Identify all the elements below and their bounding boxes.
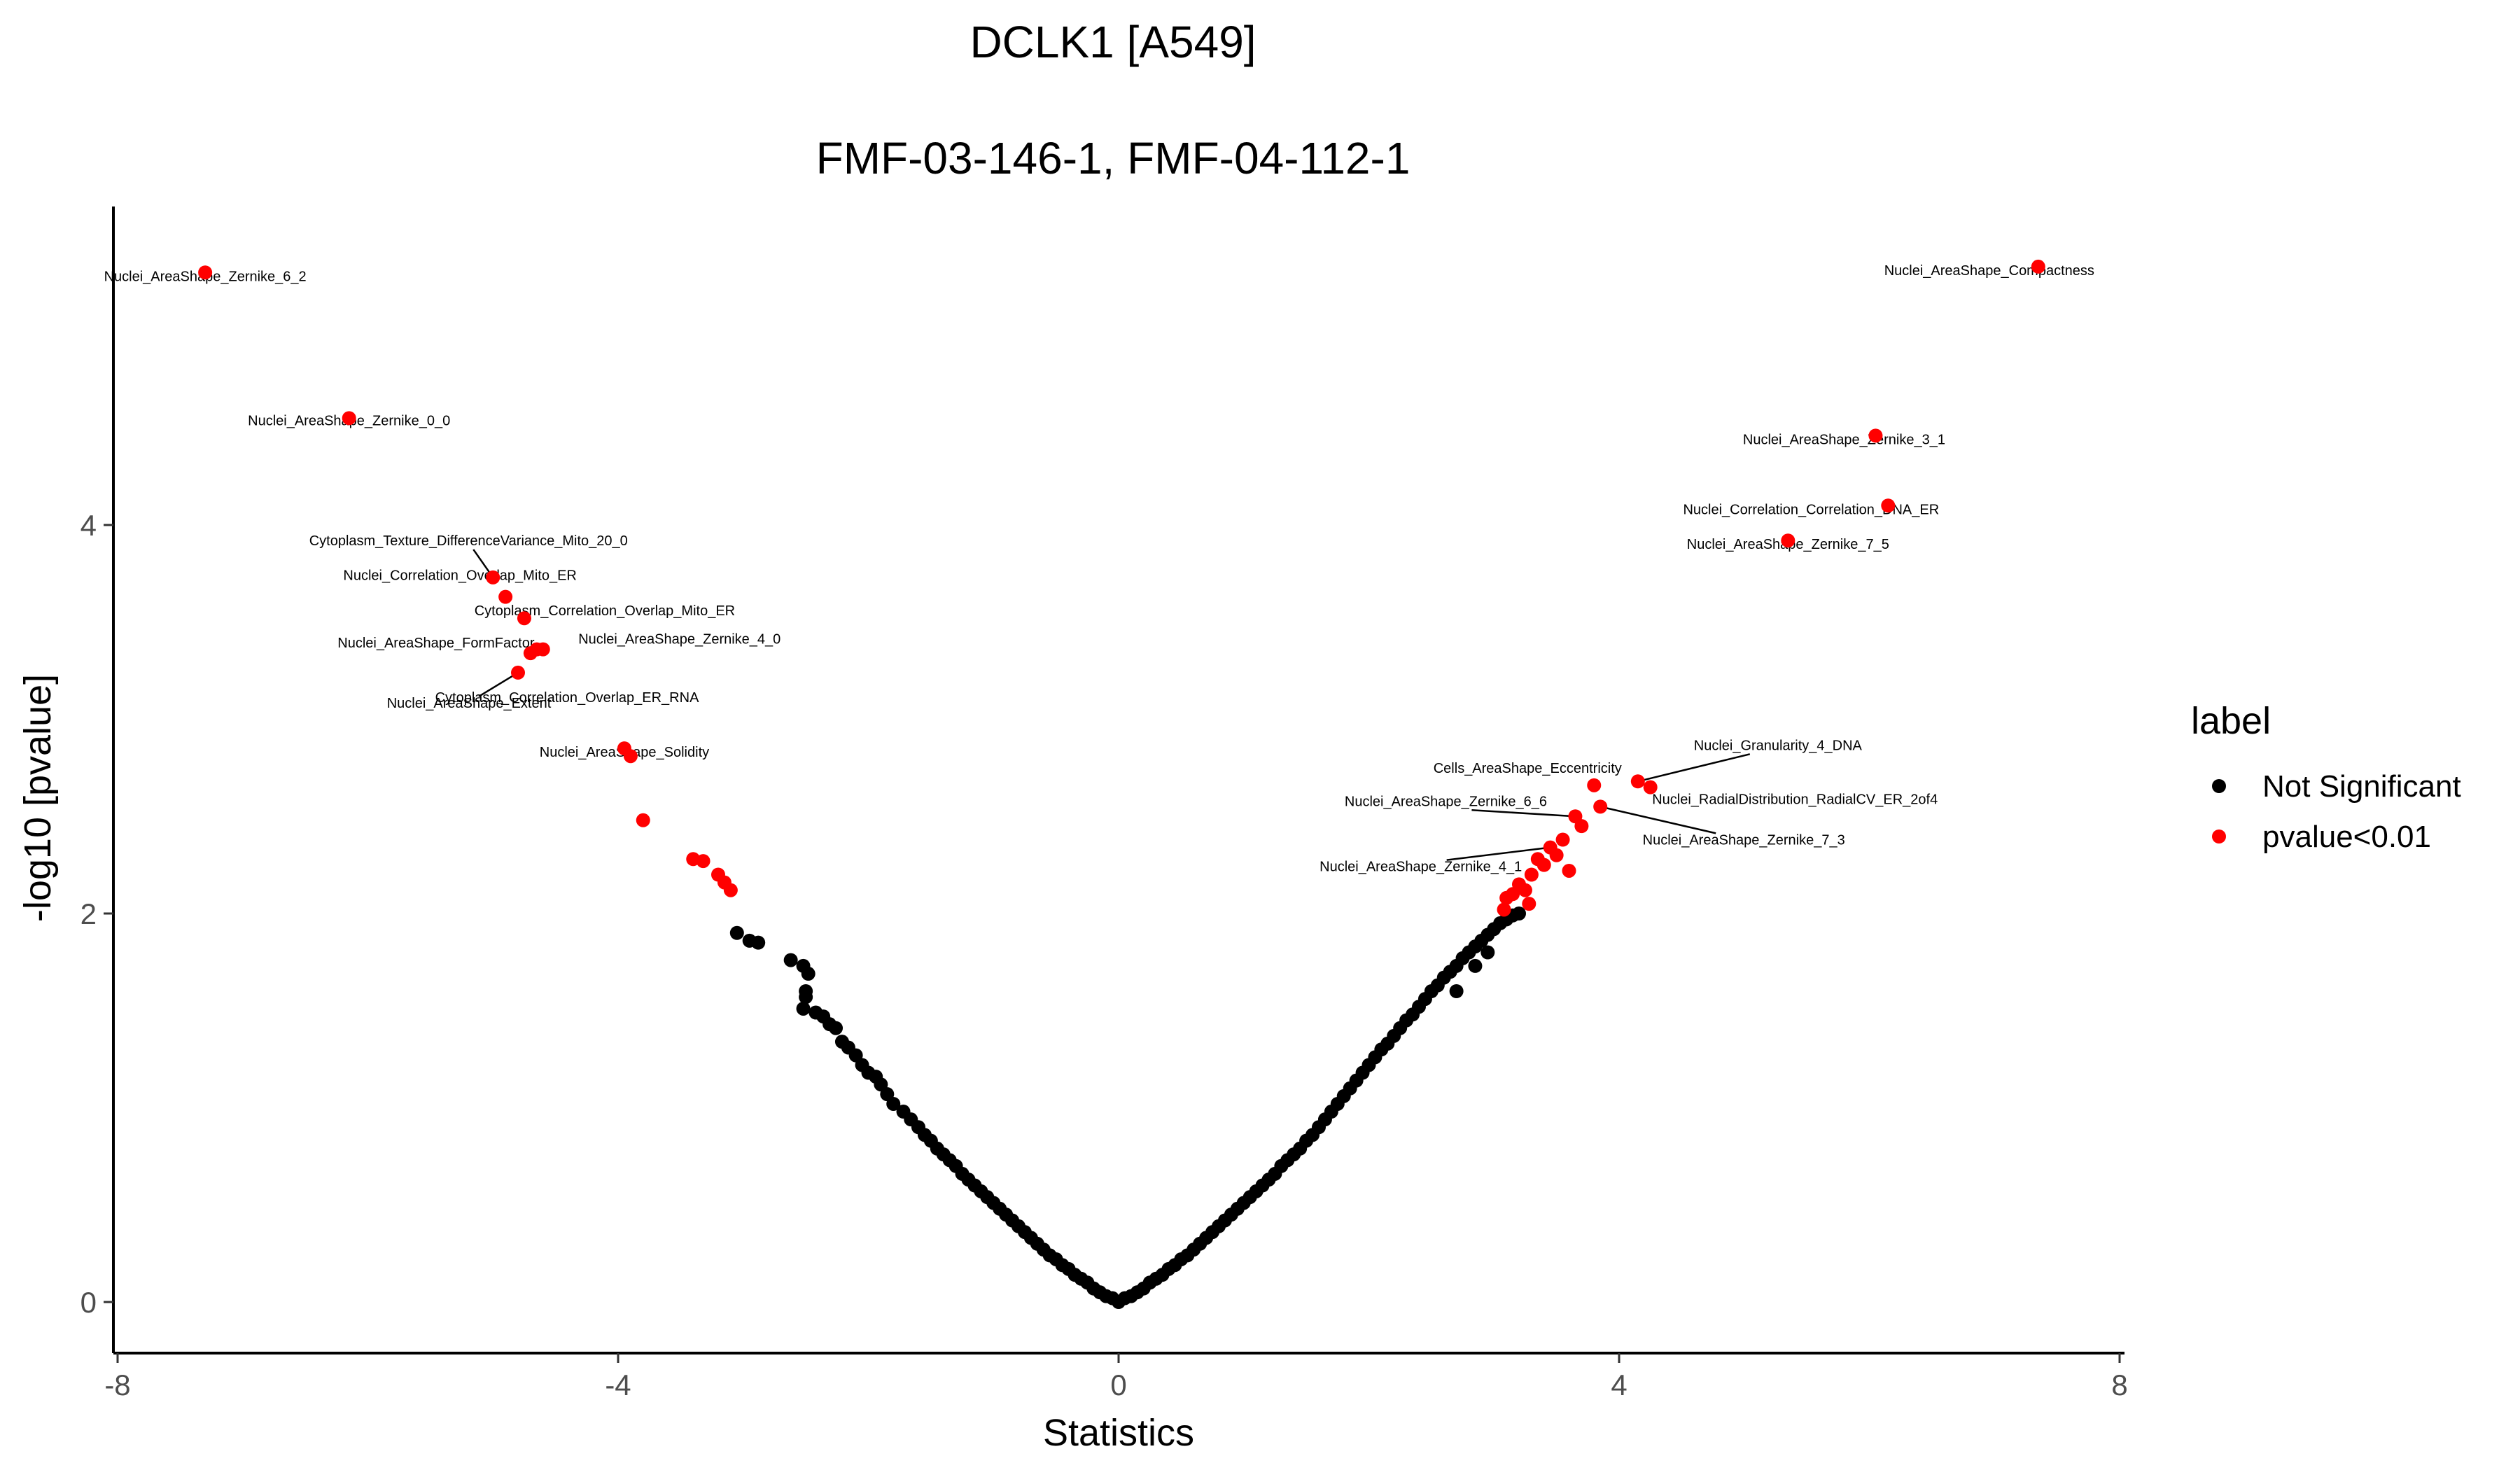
point-label: Nuclei_AreaShape_Extent [387,696,552,711]
not-significant-point [799,990,813,1004]
point-label: Cytoplasm_Correlation_Overlap_ER_RNA [435,690,699,706]
significant-point [198,265,213,280]
chart-subtitle: FMF-03-146-1, FMF-04-112-1 [816,133,1410,183]
x-tick-label: 8 [2111,1368,2127,1401]
significant-point [1497,902,1511,917]
legend-title: label [2191,700,2271,742]
annotation-leader-line [478,671,519,697]
not-significant-point [1480,945,1495,960]
legend: label Not Significant pvalue<0.01 [2191,700,2461,854]
y-axis-title: -log10 [pvalue] [17,674,59,922]
point-label: Nuclei_Correlation_Overlap_Mito_ER [343,568,577,584]
not-significant-point [1512,906,1526,920]
significant-point [486,570,500,584]
x-axis-ticks: -8 -4 0 4 8 [104,1353,2128,1401]
point-label: Cytoplasm_Correlation_Overlap_Mito_ER [475,603,735,619]
significant-point [1630,774,1645,789]
x-tick-label: -4 [605,1368,631,1401]
significant-point [1555,832,1570,847]
point-label: Nuclei_AreaShape_FormFactor [337,636,535,651]
significant-point [517,611,531,626]
annotation-leader-line [1600,806,1716,834]
point-label: Nuclei_AreaShape_Zernike_4_1 [1320,860,1522,875]
significant-point [1868,428,1883,443]
point-label: Nuclei_AreaShape_Zernike_6_6 [1345,794,1547,809]
point-label: Nuclei_AreaShape_Zernike_4_0 [578,632,780,648]
significant-point [1587,778,1602,792]
significant-point [1593,799,1608,814]
legend-marker-significant [2212,830,2226,844]
significant-point [2031,259,2045,274]
significant-point [536,642,550,657]
significant-point [696,854,710,869]
y-axis-ticks: 0 2 4 [80,509,113,1319]
chart-title: DCLK1 [A549] [969,17,1256,67]
annotation-leader-line [1637,753,1751,783]
significant-point [1643,780,1658,794]
significant-point [1524,867,1539,882]
significant-point [511,665,525,680]
significant-point [523,646,538,661]
point-label: Nuclei_AreaShape_Compactness [1884,263,2094,279]
point-label: Nuclei_AreaShape_Zernike_3_1 [1743,432,1945,447]
not-significant-point [886,1096,901,1111]
not-significant-point [1468,958,1483,973]
significant-point [498,589,513,604]
significant-point [1522,897,1536,911]
not-significant-point [1449,984,1464,998]
annotation-leader-line [1446,846,1550,861]
not-significant-point [783,953,798,967]
significant-point [1781,533,1795,548]
x-tick-label: 4 [1611,1368,1627,1401]
not-significant-point [801,967,816,981]
significant-point [1543,840,1558,855]
point-label: Cells_AreaShape_Eccentricity [1434,761,1622,776]
plot-area: Nuclei_AreaShape_Zernike_6_2Nuclei_AreaS… [104,259,2094,1309]
not-significant-point [829,1021,844,1035]
x-axis-title: Statistics [1043,1412,1194,1454]
not-significant-point [751,935,766,950]
legend-marker-not-significant [2212,779,2226,793]
significant-point [1530,852,1545,867]
point-label: Nuclei_Correlation_Correlation_DNA_ER [1683,502,1939,517]
significant-point [636,813,650,827]
point-label: Nuclei_RadialDistribution_RadialCV_ER_2o… [1652,792,1938,807]
point-label: Nuclei_AreaShape_Zernike_7_3 [1643,832,1845,848]
not-significant-point [729,925,744,940]
x-tick-label: -8 [104,1368,130,1401]
legend-label-not-significant: Not Significant [2262,769,2461,804]
significant-point [1574,819,1589,834]
y-tick-label: 4 [80,509,97,542]
significant-point [1562,863,1576,878]
legend-label-significant: pvalue<0.01 [2262,820,2431,854]
not-significant-point [796,1001,811,1016]
significant-point [1881,498,1896,513]
x-tick-label: 0 [1110,1368,1126,1401]
point-label: Cytoplasm_Texture_DifferenceVariance_Mit… [309,533,628,549]
annotation-leader-line [1471,809,1576,818]
significant-point [623,749,638,764]
point-label: Nuclei_Granularity_4_DNA [1694,738,1863,753]
y-tick-label: 2 [80,897,97,930]
significant-point [1506,887,1520,902]
y-tick-label: 0 [80,1286,97,1319]
significant-point [342,411,356,426]
significant-point [723,883,738,897]
